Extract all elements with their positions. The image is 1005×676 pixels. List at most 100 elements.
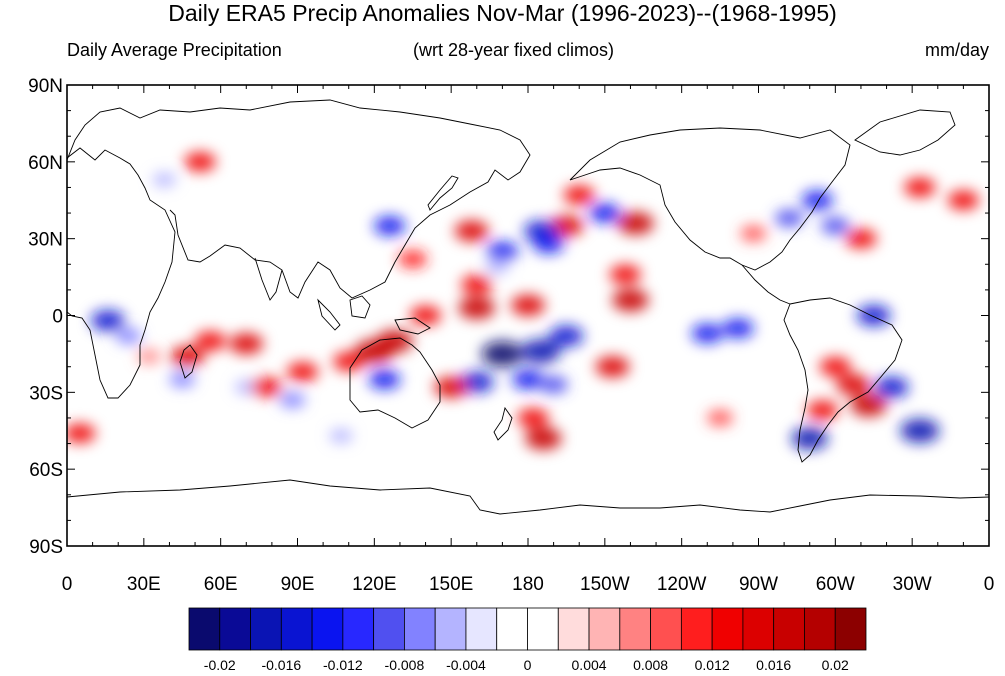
anomaly-blob-37 — [485, 259, 509, 275]
anomaly-blob-2 — [137, 349, 161, 364]
anomaly-blob-15 — [409, 305, 442, 326]
anomaly-blob-41 — [722, 318, 754, 338]
anomaly-blob-49 — [856, 305, 891, 326]
anomaly-blob-54 — [900, 418, 940, 443]
colorbar-label: -0.004 — [446, 657, 486, 673]
lon-tick-label: 30W — [893, 574, 932, 595]
anomaly-blob-62 — [329, 428, 353, 444]
colorbar-label: -0.008 — [385, 657, 425, 673]
colorbar-swatch — [804, 607, 836, 651]
anomaly-blob-38 — [532, 234, 565, 254]
colorbar-label: 0.012 — [695, 657, 730, 673]
anomaly-blob-16 — [458, 296, 495, 320]
anomaly-blob-11 — [333, 352, 365, 372]
anomaly-blob-0 — [91, 310, 125, 332]
colorbar-swatch — [342, 607, 375, 651]
anomaly-blob-63 — [398, 250, 428, 268]
colorbar-label: -0.012 — [323, 657, 363, 673]
anomaly-blob-19 — [521, 339, 561, 364]
anomaly-blob-36 — [617, 212, 654, 235]
coastline-greenland — [854, 109, 956, 156]
anomaly-blob-61 — [707, 409, 734, 426]
lat-tick-label: 30S — [29, 383, 63, 404]
coastline-new-guinea — [394, 317, 431, 335]
coastline-sumatra — [317, 298, 341, 331]
colorbar-swatch — [773, 607, 805, 651]
colorbar-label: -0.02 — [204, 657, 236, 673]
anomaly-blob-53 — [874, 376, 909, 398]
units-label: mm/day — [924, 40, 989, 60]
anomaly-blob-50 — [819, 357, 851, 377]
colorbar-swatch — [219, 607, 251, 651]
colorbar-swatch — [588, 607, 621, 651]
lat-tick-label: 0 — [52, 307, 63, 328]
colorbar-label: 0 — [524, 657, 532, 673]
anomaly-blob-32 — [454, 220, 489, 242]
anomaly-blob-1 — [115, 327, 142, 344]
lon-tick-label: 90E — [281, 574, 315, 595]
anomaly-blob-18 — [481, 341, 524, 367]
coastline-antarctica — [67, 479, 989, 515]
colorbar-swatch — [250, 607, 282, 651]
colorbar-label: 0.008 — [633, 657, 668, 673]
lon-tick-label: 0 — [984, 574, 995, 595]
anomaly-blob-8 — [251, 377, 283, 397]
colorbar-label: 0.004 — [572, 657, 607, 673]
colorbar-swatch — [280, 607, 313, 651]
colorbar-swatch — [557, 607, 590, 651]
coastline-north-america — [569, 127, 851, 271]
colorbar-swatch — [711, 607, 744, 651]
center-subtitle: (wrt 28-year fixed climos) — [413, 40, 615, 60]
anomaly-blob-6 — [229, 333, 264, 355]
left-subtitle: Daily Average Precipitation — [67, 40, 282, 60]
colorbar-swatch — [527, 607, 559, 651]
lon-tick-label: 60E — [204, 574, 238, 595]
coastline-australia — [349, 337, 441, 429]
anomaly-blob-40 — [691, 323, 723, 344]
anomaly-blob-21 — [459, 371, 494, 393]
colorbar-label: 0.016 — [756, 657, 791, 673]
colorbar-swatch — [465, 607, 498, 651]
colorbar-swatch — [404, 607, 436, 651]
anomaly-blob-25 — [525, 427, 562, 450]
coastline-central-america — [741, 264, 791, 305]
coastlines — [67, 99, 989, 515]
anomaly-blob-22 — [512, 369, 544, 390]
coastline-japan — [427, 175, 459, 211]
anomaly-blob-51 — [836, 374, 871, 396]
anomaly-blob-39 — [461, 275, 493, 295]
colorbar-swatch — [834, 607, 867, 651]
anomaly-blob-28 — [609, 264, 641, 285]
lat-tick-label: 90S — [29, 537, 63, 558]
coastline-india — [254, 257, 283, 301]
anomaly-blob-47 — [904, 177, 936, 198]
coastline-new-zealand — [493, 406, 513, 441]
anomaly-blob-44 — [801, 190, 834, 210]
anomaly-blob-31 — [563, 185, 595, 205]
figure-title: Daily ERA5 Precip Anomalies Nov-Mar (199… — [168, 0, 837, 26]
anomaly-blob-42 — [740, 225, 767, 242]
axis-ticks — [66, 84, 990, 547]
coastline-madagascar — [179, 344, 198, 379]
anomaly-blob-13 — [368, 369, 401, 390]
anomaly-blob-43 — [774, 209, 804, 227]
anomaly-blob-46 — [845, 229, 877, 249]
colorbar-label: -0.016 — [261, 657, 301, 673]
lat-tick-label: 30N — [28, 230, 63, 251]
anomaly-blob-4 — [169, 371, 196, 388]
colorbar-swatch — [188, 607, 221, 651]
lat-tick-label: 60S — [29, 460, 63, 481]
anomaly-blob-7 — [234, 380, 258, 395]
lon-tick-label: 60W — [816, 574, 855, 595]
anomaly-blob-57 — [67, 423, 96, 443]
lon-tick-label: 90W — [739, 574, 778, 595]
anomaly-blob-55 — [791, 427, 828, 450]
colorbar-labels: -0.02 -0.016 -0.012 -0.008 -0.004 0 0.004 0.008… — [204, 657, 849, 673]
colorbar-label: 0.02 — [822, 657, 849, 673]
anomaly-blob-29 — [612, 288, 649, 312]
coastline-borneo — [349, 295, 371, 319]
lon-tick-label: 0 — [62, 574, 73, 595]
anomaly-blob-26 — [517, 408, 549, 428]
colorbar-swatch — [619, 607, 651, 651]
anomaly-blob-60 — [374, 216, 406, 236]
